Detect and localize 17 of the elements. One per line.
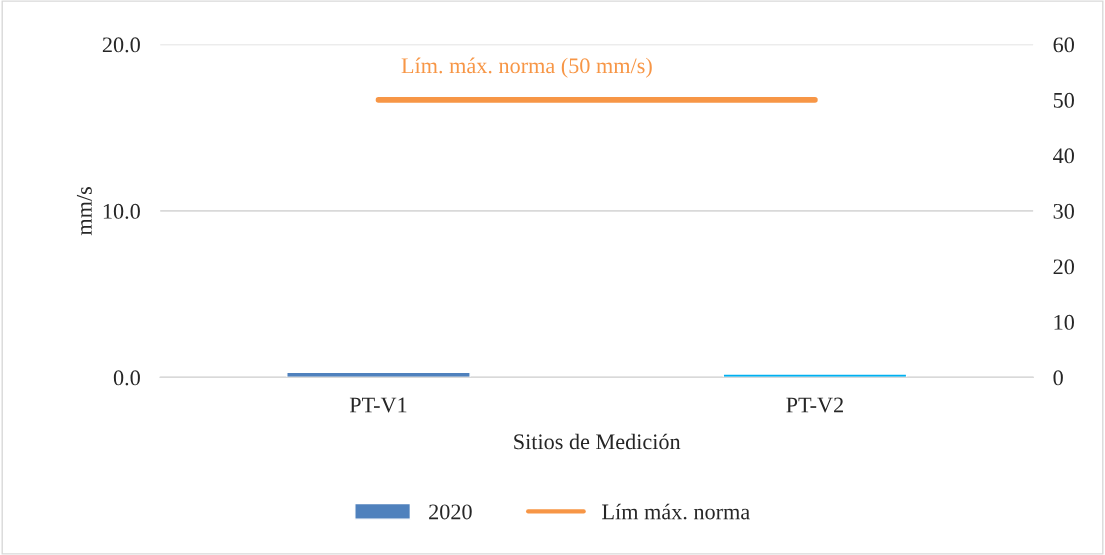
y2-tick-label: 40 bbox=[1053, 148, 1074, 164]
legend-label: Lím máx. norma bbox=[602, 503, 750, 520]
y2-tick-label: 50 bbox=[1053, 92, 1074, 108]
y-tick-label: 20.0 bbox=[102, 37, 140, 53]
y2-tick-label: 0 bbox=[1053, 370, 1063, 386]
y2-tick-label: 30 bbox=[1053, 203, 1074, 219]
y2-tick-label: 60 bbox=[1053, 37, 1074, 53]
y2-tick-label: 10 bbox=[1054, 314, 1074, 330]
x-tick-label: PT-V1 bbox=[349, 397, 407, 413]
y-axis-title: mm/s bbox=[76, 187, 92, 236]
x-tick-label: PT-V2 bbox=[786, 397, 843, 413]
legend-label: 2020 bbox=[429, 504, 472, 520]
y-tick-label: 10.0 bbox=[103, 203, 140, 219]
y2-tick-label: 20 bbox=[1053, 259, 1074, 275]
x-axis-title: Sitios de Medición bbox=[514, 433, 681, 450]
annotation: Lím. máx. norma (50 mm/s) bbox=[401, 57, 652, 78]
y-tick-label: 0.0 bbox=[113, 370, 140, 386]
